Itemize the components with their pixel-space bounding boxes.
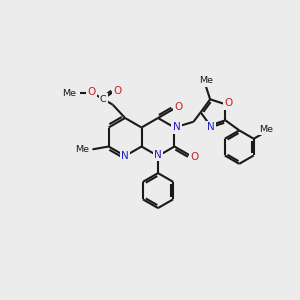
Text: O: O (174, 103, 183, 112)
Text: N: N (207, 122, 215, 132)
Text: O: O (114, 86, 122, 96)
Text: N: N (121, 151, 129, 161)
Text: N: N (172, 122, 180, 133)
Text: Me: Me (76, 145, 89, 154)
Text: C: C (100, 94, 106, 103)
Text: O: O (88, 87, 96, 97)
Text: O: O (224, 98, 232, 108)
Text: Me: Me (200, 76, 213, 85)
Text: Me: Me (260, 125, 273, 134)
Text: O: O (191, 152, 199, 162)
Text: N: N (154, 150, 162, 160)
Text: Me: Me (62, 89, 76, 98)
